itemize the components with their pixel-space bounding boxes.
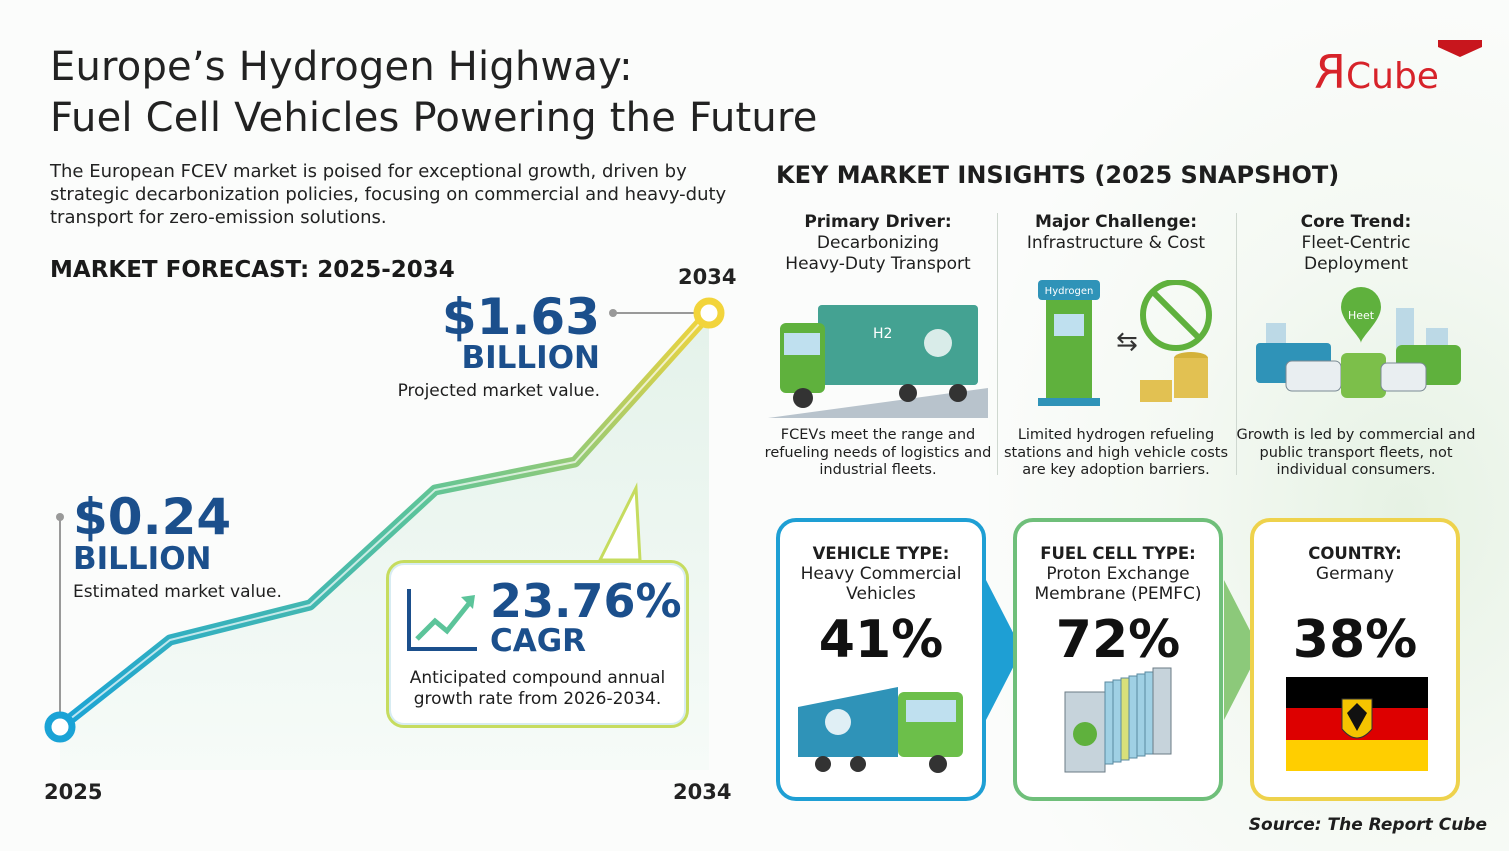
insight-heading: Major Challenge: <box>1034 212 1198 232</box>
source-note: Source: The Report Cube <box>1248 815 1487 835</box>
growth-chart-icon <box>407 589 477 651</box>
h2-badge: H2 <box>873 326 892 342</box>
insight-description: FCEVs meet the range and refueling needs… <box>764 427 992 478</box>
segment-card-fuel-cell-type: FUEL CELL TYPE: Proton Exchange Membrane… <box>1013 518 1223 801</box>
insight-major-challenge: Major Challenge: Infrastructure & Cost H… <box>1002 212 1230 478</box>
insight-core-trend: Core Trend: Fleet-Centric Deployment Hee… <box>1237 212 1476 478</box>
fuel-cell-stack-icon <box>1064 667 1172 773</box>
insights-heading: KEY MARKET INSIGHTS (2025 SNAPSHOT) <box>776 161 1340 189</box>
data-point-2034 <box>693 297 725 329</box>
fleet-icon: Heet <box>1256 287 1461 398</box>
hydrogen-pump-icon: Hydrogen ⇆ <box>1038 279 1212 406</box>
intro-text: The European FCEV market is poised for e… <box>50 161 727 228</box>
svg-text:Cube: Cube <box>1346 56 1439 97</box>
title-line-2: Fuel Cell Vehicles Powering the Future <box>50 95 818 141</box>
fleet-badge: Heet <box>1348 309 1375 322</box>
segment-heading: COUNTRY: <box>1308 544 1402 563</box>
cagr-caption: Anticipated compound annual growth rate … <box>409 668 666 709</box>
report-cube-logo: R Cube <box>1314 40 1482 99</box>
end-unit: BILLION <box>461 340 600 376</box>
series-line-highlight <box>59 312 710 728</box>
insight-heading: Core Trend: <box>1300 212 1412 232</box>
insight-heading: Primary Driver: <box>804 212 952 232</box>
germany-flag-icon <box>1286 677 1428 771</box>
data-point-2025 <box>44 711 76 743</box>
segment-card-vehicle-type: VEHICLE TYPE: Heavy Commercial Vehicles … <box>776 518 986 801</box>
segment-share: 38% <box>1292 610 1418 670</box>
hydrogen-truck-icon: H2 <box>768 305 988 418</box>
insight-description: Growth is led by commercial and public t… <box>1236 427 1476 478</box>
insight-sub: Infrastructure & Cost <box>1026 233 1206 253</box>
insight-description: Limited hydrogen refueling stations and … <box>1003 427 1229 478</box>
column-divider <box>997 213 998 475</box>
insight-sub: Deployment <box>1304 254 1408 274</box>
hydrogen-badge: Hydrogen <box>1045 286 1094 297</box>
segment-card-country: COUNTRY: Germany 38% <box>1250 518 1460 801</box>
insight-primary-driver: Primary Driver: Decarbonizing Heavy-Duty… <box>764 212 992 478</box>
column-divider <box>1236 213 1237 475</box>
insight-sub: Decarbonizing <box>816 233 940 253</box>
eagle-emblem <box>1347 703 1367 731</box>
segment-sub: Heavy Commercial <box>800 564 962 584</box>
segment-heading: FUEL CELL TYPE: <box>1040 544 1196 563</box>
cagr-label: CAGR <box>490 623 587 659</box>
segment-sub: Vehicles <box>846 584 916 604</box>
end-leader-dot <box>609 309 617 317</box>
cagr-callout <box>386 560 689 728</box>
start-unit: BILLION <box>73 541 212 577</box>
segment-sub: Membrane (PEMFC) <box>1034 584 1202 604</box>
start-caption: Estimated market value. <box>73 582 282 602</box>
end-year-top-label: 2034 <box>678 265 737 289</box>
title-line-1: Europe’s Hydrogen Highway: <box>50 44 633 90</box>
segment-heading: VEHICLE TYPE: <box>812 544 950 563</box>
svg-text:R: R <box>1314 45 1346 99</box>
cagr-value: 23.76% <box>490 574 682 628</box>
segment-share: 41% <box>818 610 944 670</box>
insight-sub: Fleet-Centric <box>1301 233 1411 253</box>
x-axis-start-label: 2025 <box>44 780 103 804</box>
truck-icon <box>798 687 963 773</box>
segment-sub: Proton Exchange <box>1046 564 1190 584</box>
segment-share: 72% <box>1055 610 1181 670</box>
start-leader-dot <box>56 513 64 521</box>
page-title: Europe’s Hydrogen Highway: Fuel Cell Veh… <box>50 42 818 144</box>
end-value: $1.63 <box>441 288 600 346</box>
svg-text:⇆: ⇆ <box>1116 327 1138 357</box>
forecast-heading: MARKET FORECAST: 2025-2034 <box>50 257 455 283</box>
insight-sub: Heavy-Duty Transport <box>785 254 971 274</box>
end-caption: Projected market value. <box>397 381 600 401</box>
start-value: $0.24 <box>73 488 232 546</box>
segment-sub: Germany <box>1315 564 1395 584</box>
x-axis-end-label: 2034 <box>673 780 732 804</box>
